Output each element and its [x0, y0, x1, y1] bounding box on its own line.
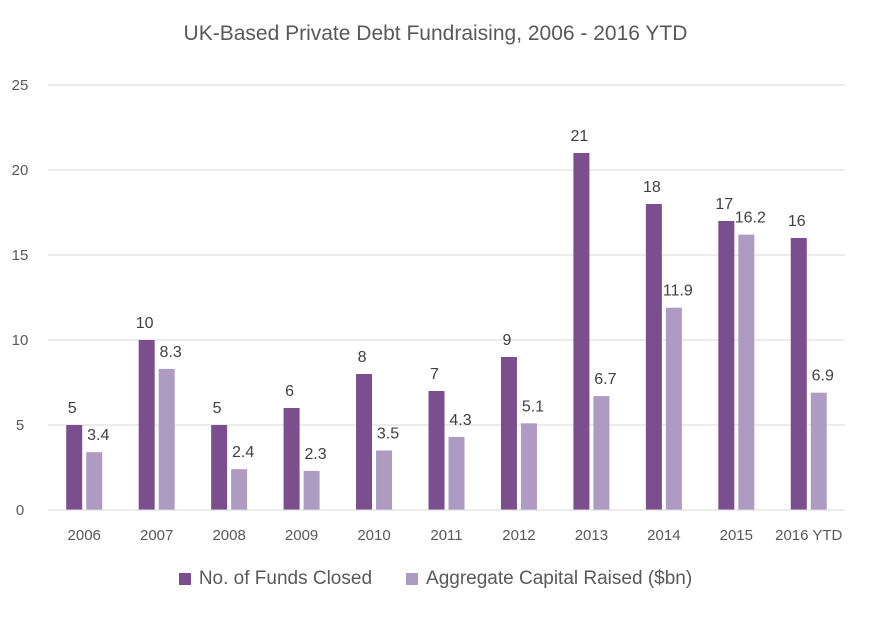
- bar-s0-7: [573, 153, 590, 510]
- bar-s0-2: [211, 425, 228, 510]
- bar-s1-6: [520, 423, 537, 510]
- data-label-s1-2: 2.4: [232, 444, 254, 461]
- x-tick-label-3: 2009: [285, 527, 318, 544]
- x-tick-label-7: 2013: [575, 527, 608, 544]
- bar-s1-4: [376, 450, 393, 510]
- bar-s0-10: [790, 238, 807, 510]
- bar-s1-0: [86, 452, 103, 510]
- data-label-s1-9: 16.2: [735, 210, 766, 227]
- data-label-s1-4: 3.5: [377, 426, 399, 443]
- bar-s1-9: [738, 234, 755, 510]
- x-tick-label-9: 2015: [720, 527, 753, 544]
- data-label-s0-2: 5: [213, 400, 222, 417]
- y-tick-label-15: 15: [12, 247, 29, 264]
- bar-s1-1: [158, 368, 175, 510]
- legend: No. of Funds Closed Aggregate Capital Ra…: [0, 568, 871, 590]
- data-label-s0-5: 7: [430, 366, 439, 383]
- data-label-s1-3: 2.3: [304, 446, 326, 463]
- data-label-s0-9: 17: [715, 196, 733, 213]
- x-tick-label-4: 2010: [357, 527, 390, 544]
- legend-swatch-funds: [178, 573, 191, 585]
- y-tick-label-20: 20: [12, 162, 29, 179]
- x-tick-label-8: 2014: [647, 527, 680, 544]
- legend-item-capital: Aggregate Capital Raised ($bn): [406, 568, 692, 590]
- data-label-s0-7: 21: [571, 128, 589, 145]
- data-label-s1-6: 5.1: [522, 398, 544, 415]
- bar-s0-8: [645, 204, 662, 510]
- y-tick-label-10: 10: [12, 332, 29, 349]
- bar-s0-6: [500, 357, 517, 510]
- x-tick-label-2: 2008: [212, 527, 245, 544]
- data-label-s0-0: 5: [68, 400, 77, 417]
- bar-s0-4: [356, 374, 373, 510]
- data-label-s0-3: 6: [285, 383, 294, 400]
- bar-s1-3: [303, 470, 320, 510]
- y-tick-label-5: 5: [16, 417, 24, 434]
- data-label-s0-8: 18: [643, 179, 661, 196]
- data-label-s1-8: 11.9: [663, 283, 693, 300]
- data-label-s0-6: 9: [503, 332, 512, 349]
- chart-title: UK-Based Private Debt Fundraising, 2006 …: [183, 22, 688, 45]
- bar-s1-2: [231, 469, 248, 510]
- x-tick-label-0: 2006: [68, 527, 101, 544]
- data-label-s1-1: 8.3: [160, 344, 182, 361]
- bar-s1-10: [810, 392, 827, 510]
- bar-s0-0: [66, 425, 83, 510]
- x-tick-label-6: 2012: [502, 527, 535, 544]
- data-label-s1-0: 3.4: [87, 427, 109, 444]
- x-tick-label-10: 2016 YTD: [775, 527, 842, 544]
- data-label-s1-10: 6.9: [812, 368, 834, 385]
- legend-label-funds: No. of Funds Closed: [198, 568, 373, 589]
- bar-s0-3: [283, 408, 300, 510]
- bar-s0-5: [428, 391, 445, 510]
- bar-s1-7: [593, 396, 610, 510]
- legend-swatch-capital: [406, 573, 419, 585]
- legend-item-funds: No. of Funds Closed: [178, 568, 373, 590]
- bar-s1-8: [665, 307, 682, 510]
- bar-s0-9: [718, 221, 735, 510]
- y-tick-label-0: 0: [16, 502, 24, 519]
- y-tick-label-25: 25: [12, 77, 29, 94]
- bar-s0-1: [138, 340, 155, 510]
- legend-label-capital: Aggregate Capital Raised ($bn): [426, 568, 693, 589]
- data-label-s0-1: 10: [136, 315, 154, 332]
- data-label-s0-10: 16: [788, 213, 806, 230]
- x-tick-label-5: 2011: [430, 527, 462, 544]
- data-label-s1-7: 6.7: [594, 371, 616, 388]
- x-tick-label-1: 2007: [140, 527, 173, 544]
- data-label-s1-5: 4.3: [449, 412, 471, 429]
- data-label-s0-4: 8: [358, 349, 367, 366]
- bar-s1-5: [448, 436, 465, 510]
